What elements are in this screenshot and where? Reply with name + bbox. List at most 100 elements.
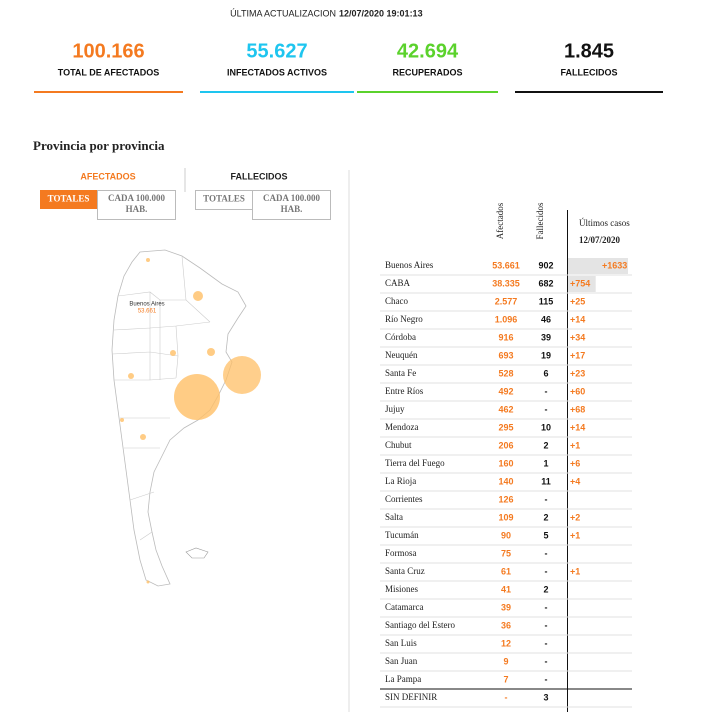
kpi-row: 100.166 TOTAL DE AFECTADOS 55.627 INFECTADO… <box>34 40 663 93</box>
affected-value: 206 <box>498 440 513 450</box>
recent-value: +34 <box>570 332 585 342</box>
button[interactable] <box>40 190 97 209</box>
update-date: 12/07/2020 19:01:13 <box>339 8 423 18</box>
deaths-value: 2 <box>543 512 548 522</box>
province-name: Santa Fe <box>385 368 416 378</box>
deaths-value: 19 <box>541 350 551 360</box>
map-value: 53.661 <box>138 309 157 315</box>
deaths-value: 5 <box>543 530 548 540</box>
province-name: Corrientes <box>385 494 423 504</box>
kpi-label: TOTAL DE AFECTADOS <box>58 67 160 77</box>
deaths-value: 3 <box>543 692 548 702</box>
kpi-label: INFECTADOS ACTIVOS <box>227 67 327 77</box>
recent-value: +6 <box>570 458 580 468</box>
province-name: La Rioja <box>385 476 416 486</box>
province-name: Mendoza <box>385 422 419 432</box>
affected-value: 38.335 <box>492 278 520 288</box>
province-name: Catamarca <box>385 602 423 612</box>
kpi-value: 42.694 <box>397 40 459 62</box>
recent-value: +25 <box>570 296 585 306</box>
recent-value: +1633 <box>602 260 627 270</box>
deaths-value: - <box>545 656 548 666</box>
kpi-label: FALLECIDOS <box>560 67 617 77</box>
deaths-value: - <box>545 494 548 504</box>
province-name: Chubut <box>385 440 412 450</box>
button-label[interactable]: TOTALES <box>48 194 90 204</box>
affected-value: - <box>505 692 508 702</box>
column-header: Fallecidos <box>535 202 545 239</box>
affected-value: 492 <box>498 386 513 396</box>
recent-value: +14 <box>570 422 585 432</box>
province-name: Tierra del Fuego <box>385 458 445 468</box>
map <box>111 249 261 587</box>
deaths-value: - <box>545 404 548 414</box>
affected-value: 916 <box>498 332 513 342</box>
kpi-value: 100.166 <box>72 40 144 62</box>
province-name: San Juan <box>385 656 418 666</box>
province-name: Neuquén <box>385 350 418 360</box>
deaths-value: 39 <box>541 332 551 342</box>
deaths-value: 6 <box>543 368 548 378</box>
deaths-value: 902 <box>538 260 553 270</box>
column-header: Afectados <box>495 202 505 239</box>
province-name: SIN DEFINIR <box>385 692 437 702</box>
recent-value: +60 <box>570 386 585 396</box>
deaths-value: - <box>545 386 548 396</box>
affected-value: 160 <box>498 458 513 468</box>
recent-value: +1 <box>570 530 580 540</box>
deaths-value: 2 <box>543 440 548 450</box>
province-name: Córdoba <box>385 332 416 342</box>
affected-value: 36 <box>501 620 511 630</box>
recent-bar <box>568 258 628 274</box>
affected-value: 41 <box>501 584 511 594</box>
button-label[interactable]: TOTALES <box>203 194 245 204</box>
province-name: Salta <box>385 512 403 522</box>
deaths-value: - <box>545 674 548 684</box>
recent-value: +17 <box>570 350 585 360</box>
province-name: Tucumán <box>385 530 419 540</box>
recent-value: +754 <box>570 278 590 288</box>
kpi-label: RECUPERADOS <box>392 67 462 77</box>
affected-value: 9 <box>503 656 508 666</box>
tab[interactable]: FALLECIDOS <box>230 171 287 181</box>
update-label: ÚLTIMA ACTUALIZACION <box>230 8 336 18</box>
province-name: CABA <box>385 278 411 288</box>
recent-value: +2 <box>570 512 580 522</box>
button-label[interactable]: CADA 100.000 HAB. <box>108 193 166 214</box>
button[interactable] <box>252 190 331 220</box>
recent-value: +4 <box>570 476 580 486</box>
deaths-value: - <box>545 548 548 558</box>
province-name: Jujuy <box>385 404 405 414</box>
affected-value: 39 <box>501 602 511 612</box>
recent-value: +23 <box>570 368 585 378</box>
province-name: Río Negro <box>385 314 423 324</box>
deaths-value: - <box>545 602 548 612</box>
kpi-underline <box>357 91 498 93</box>
affected-value: 462 <box>498 404 513 414</box>
affected-value: 53.661 <box>492 260 520 270</box>
deaths-value: 11 <box>541 476 551 486</box>
affected-value: 109 <box>498 512 513 522</box>
affected-value: 61 <box>501 566 511 576</box>
button[interactable] <box>97 190 176 220</box>
province-name: Entre Ríos <box>385 386 424 396</box>
button-label[interactable]: CADA 100.000 HAB. <box>263 193 321 214</box>
deaths-value: - <box>545 566 548 576</box>
province-name: La Pampa <box>385 674 421 684</box>
deaths-value: 1 <box>543 458 548 468</box>
recent-value: +1 <box>570 566 580 576</box>
province-name: San Luis <box>385 638 417 648</box>
deaths-value: 46 <box>541 314 551 324</box>
province-name: Buenos Aires <box>385 260 434 270</box>
affected-value: 693 <box>498 350 513 360</box>
deaths-value: - <box>545 638 548 648</box>
kpi-value: 55.627 <box>246 40 307 62</box>
affected-value: 295 <box>498 422 513 432</box>
deaths-value: - <box>545 620 548 630</box>
kpi-underline <box>34 91 183 93</box>
deaths-value: 2 <box>543 584 548 594</box>
tab[interactable]: AFECTADOS <box>80 171 135 181</box>
affected-value: 2.577 <box>495 296 518 306</box>
